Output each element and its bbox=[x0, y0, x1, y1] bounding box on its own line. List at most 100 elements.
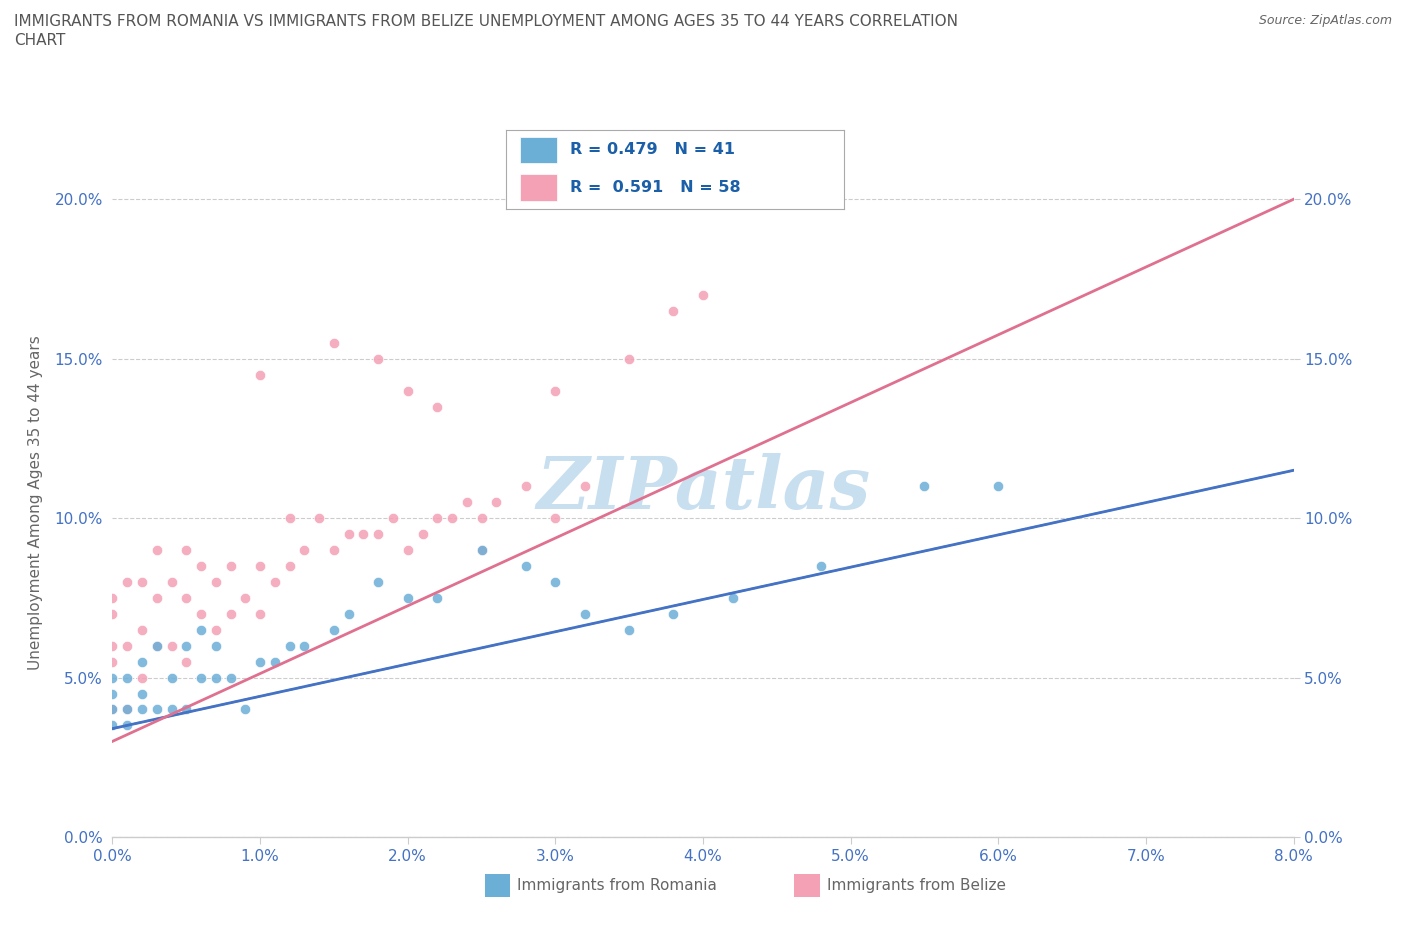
Point bbox=[249, 559, 271, 574]
Point bbox=[101, 702, 124, 717]
Point bbox=[396, 542, 419, 557]
Point bbox=[117, 718, 138, 733]
Point bbox=[412, 526, 434, 541]
Point bbox=[619, 622, 641, 637]
Point bbox=[456, 495, 478, 510]
Point bbox=[485, 495, 508, 510]
Point bbox=[146, 702, 169, 717]
Point bbox=[278, 638, 301, 653]
Point bbox=[292, 638, 315, 653]
Text: IMMIGRANTS FROM ROMANIA VS IMMIGRANTS FROM BELIZE UNEMPLOYMENT AMONG AGES 35 TO : IMMIGRANTS FROM ROMANIA VS IMMIGRANTS FR… bbox=[14, 14, 957, 29]
Point bbox=[219, 606, 242, 621]
Point bbox=[190, 606, 212, 621]
Point bbox=[264, 654, 287, 669]
Point bbox=[382, 511, 405, 525]
Point bbox=[233, 591, 256, 605]
Point bbox=[174, 654, 197, 669]
Text: Immigrants from Romania: Immigrants from Romania bbox=[517, 878, 717, 894]
Point bbox=[117, 702, 138, 717]
Point bbox=[101, 638, 124, 653]
Point bbox=[233, 702, 256, 717]
Point bbox=[131, 671, 153, 685]
Point bbox=[101, 606, 124, 621]
Point bbox=[101, 671, 124, 685]
Point bbox=[249, 367, 271, 382]
Point bbox=[160, 638, 183, 653]
Point bbox=[160, 575, 183, 590]
Point bbox=[249, 606, 271, 621]
Point bbox=[190, 671, 212, 685]
Text: ZIPatlas: ZIPatlas bbox=[536, 453, 870, 525]
Point bbox=[205, 575, 228, 590]
Point bbox=[101, 686, 124, 701]
Point bbox=[323, 542, 346, 557]
Point bbox=[117, 638, 138, 653]
Point bbox=[131, 575, 153, 590]
Point bbox=[471, 542, 494, 557]
Point bbox=[264, 575, 287, 590]
Point bbox=[692, 287, 714, 302]
Text: CHART: CHART bbox=[14, 33, 66, 47]
Point bbox=[131, 654, 153, 669]
Point bbox=[160, 702, 183, 717]
Point bbox=[101, 718, 124, 733]
Point bbox=[367, 575, 389, 590]
Y-axis label: Unemployment Among Ages 35 to 44 years: Unemployment Among Ages 35 to 44 years bbox=[28, 335, 44, 670]
Point bbox=[323, 336, 346, 351]
Point bbox=[160, 671, 183, 685]
Point bbox=[174, 542, 197, 557]
Point bbox=[721, 591, 744, 605]
Point bbox=[367, 526, 389, 541]
Point bbox=[544, 511, 567, 525]
Point bbox=[101, 591, 124, 605]
Point bbox=[131, 702, 153, 717]
Point bbox=[146, 591, 169, 605]
Point bbox=[219, 671, 242, 685]
Point bbox=[146, 638, 169, 653]
Point bbox=[117, 671, 138, 685]
Point bbox=[987, 479, 1010, 494]
Text: Source: ZipAtlas.com: Source: ZipAtlas.com bbox=[1258, 14, 1392, 27]
Point bbox=[190, 559, 212, 574]
Point bbox=[174, 638, 197, 653]
Point bbox=[101, 654, 124, 669]
Point bbox=[174, 702, 197, 717]
Point bbox=[544, 383, 567, 398]
Point bbox=[249, 654, 271, 669]
Point bbox=[810, 559, 832, 574]
Text: R = 0.479   N = 41: R = 0.479 N = 41 bbox=[571, 141, 735, 156]
Point bbox=[426, 399, 449, 414]
Point bbox=[471, 511, 494, 525]
Point bbox=[323, 622, 346, 637]
Point bbox=[205, 638, 228, 653]
Point bbox=[205, 671, 228, 685]
Point bbox=[396, 591, 419, 605]
Point bbox=[219, 559, 242, 574]
Point bbox=[515, 479, 537, 494]
Point bbox=[396, 383, 419, 398]
Text: R =  0.591   N = 58: R = 0.591 N = 58 bbox=[571, 179, 741, 194]
Point bbox=[292, 542, 315, 557]
Point bbox=[574, 479, 596, 494]
Point bbox=[117, 575, 138, 590]
Point bbox=[471, 542, 494, 557]
Point bbox=[367, 352, 389, 366]
Point bbox=[278, 559, 301, 574]
Point bbox=[662, 303, 685, 318]
Point bbox=[914, 479, 936, 494]
Point bbox=[205, 622, 228, 637]
Point bbox=[278, 511, 301, 525]
Point bbox=[308, 511, 330, 525]
Point bbox=[174, 591, 197, 605]
Point bbox=[441, 511, 464, 525]
Point bbox=[146, 542, 169, 557]
Point bbox=[337, 526, 360, 541]
Point bbox=[662, 606, 685, 621]
FancyBboxPatch shape bbox=[520, 137, 557, 164]
Point bbox=[131, 686, 153, 701]
Point bbox=[337, 606, 360, 621]
Point bbox=[131, 622, 153, 637]
Point bbox=[426, 591, 449, 605]
Point bbox=[352, 526, 374, 541]
FancyBboxPatch shape bbox=[520, 175, 557, 202]
